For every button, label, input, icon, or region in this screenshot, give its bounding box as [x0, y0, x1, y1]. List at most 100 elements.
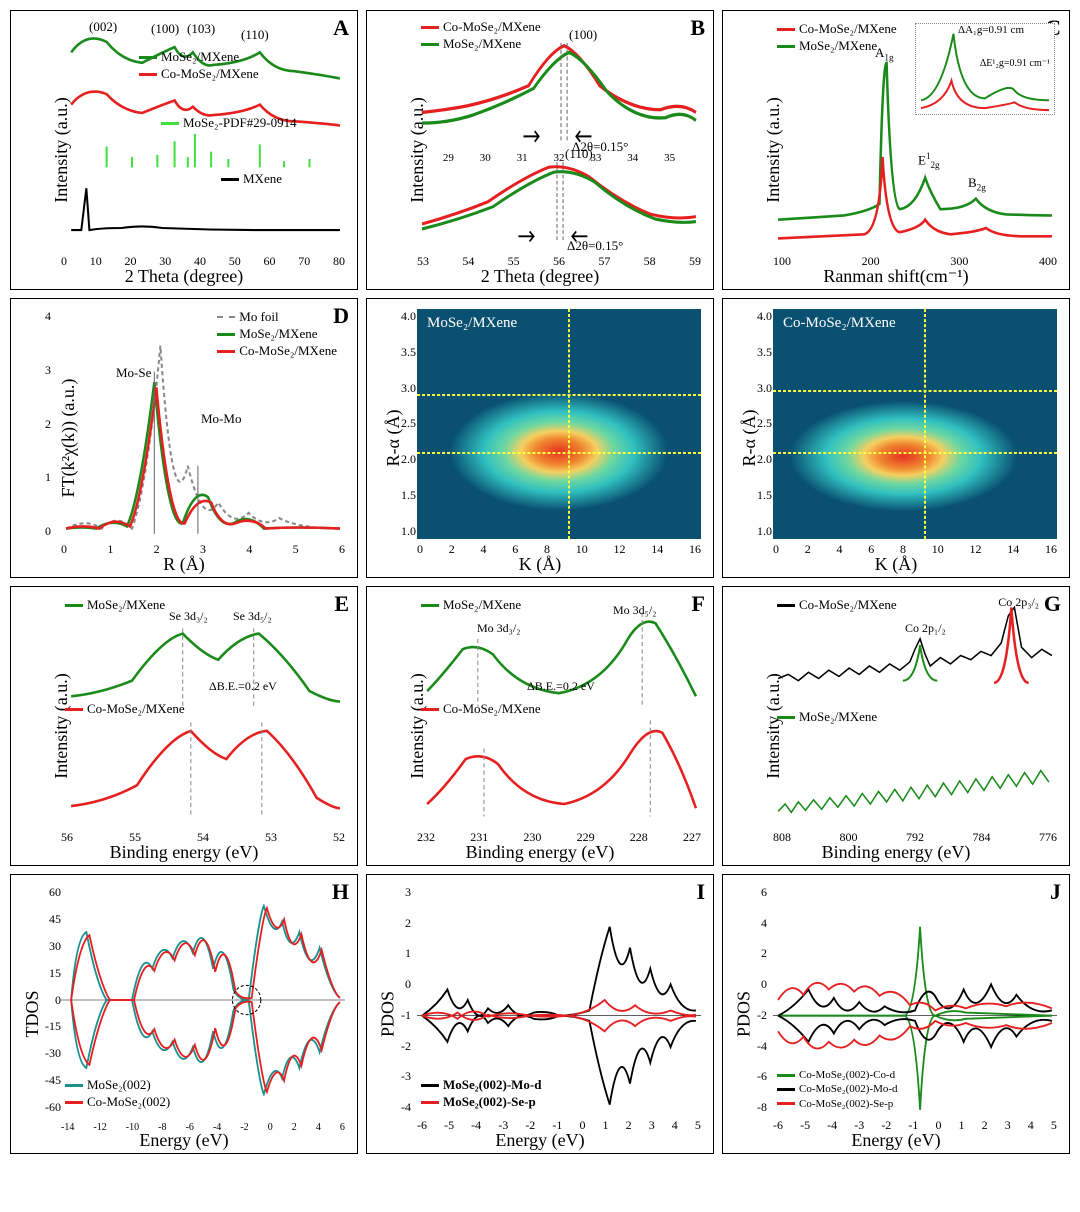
legend-E-top: MoSe₂/MXene	[65, 597, 165, 614]
ticks-y-D2: 1.01.52.02.53.03.54.0	[757, 309, 772, 539]
plot-D2: Co-MoSe₂/MXene	[773, 309, 1057, 539]
ylabel-H: TDOS	[22, 990, 43, 1037]
ticks-y-I: -4-3-2-10123	[401, 885, 411, 1115]
ticks-x-C: 100200300400	[773, 254, 1057, 269]
plot-I: MoSe₂(002)-Mo-d MoSe₂(002)-Se-p	[417, 885, 701, 1115]
legend-A: MoSe₂/MXene Co-MoSe₂/MXene	[139, 49, 259, 83]
ticks-x-A: 01020304050607080	[61, 254, 345, 269]
ann-MoMo: Mo-Mo	[201, 411, 241, 427]
ticks-x-D1: 0246810121416	[417, 542, 701, 557]
xlabel-D: R (Å)	[163, 554, 205, 575]
ticks-x-F: 232231230229228227	[417, 830, 701, 845]
ann-MoSe: Mo-Se	[116, 365, 151, 381]
legend-B: Co-MoSe₂/MXene MoSe₂/MXene	[421, 19, 541, 53]
plot-E: MoSe₂/MXene Se 3d₃/₂ Se 3d₅/₂ ΔB.E.=0.2 …	[61, 597, 345, 827]
panel-J: J PDOS Energy (eV) Co-MoSe₂(002)-Co-d Co…	[722, 874, 1070, 1154]
legend-I-0: MoSe₂(002)-Mo-d	[443, 1077, 541, 1094]
peak-100: (100)	[151, 21, 179, 37]
ticks-x-B: 53545556575859	[417, 254, 701, 269]
peak-F-1: Mo 3d₃/₂	[477, 621, 520, 636]
legend-A-0: MoSe₂/MXene	[161, 49, 239, 66]
ylabel-J: PDOS	[734, 991, 755, 1037]
peak-B-top: (100)	[569, 27, 597, 43]
peak-110: (110)	[241, 27, 269, 43]
panel-C: C Intensity (a.u.) Ranman shift(cm⁻¹) A1…	[722, 10, 1070, 290]
inset-d1: ΔA₁g=0.91 cm	[958, 24, 1024, 36]
delta-E: ΔB.E.=0.2 eV	[209, 679, 277, 694]
xlabel-J: Energy (eV)	[851, 1130, 940, 1151]
cross-v-D1	[568, 309, 570, 539]
panel-D: D FT(k²χ(k)) (a.u.) R (Å) Mo-Se Mo-Mo Mo…	[10, 298, 358, 578]
legend-C-0: Co-MoSe₂/MXene	[799, 21, 897, 38]
ticks-y-J: -8-6-4-20246	[757, 885, 767, 1115]
xlabel-B: 2 Theta (degree)	[481, 266, 600, 287]
peak-103: (103)	[187, 21, 215, 37]
ticks-y-H: -60-45-30-15015304560	[45, 885, 61, 1115]
legend-B-0: Co-MoSe₂/MXene	[443, 19, 541, 36]
inset-d2: ΔE¹₂g=0.91 cm⁻¹	[980, 58, 1050, 69]
ticks-x-G: 808800792784776	[773, 830, 1057, 845]
heatmap-D2	[773, 309, 1057, 539]
panel-D2: D2 R-α (Å) K (Å) Co-MoSe₂/MXene 02468101…	[722, 298, 1070, 578]
heatmap-D1	[417, 309, 701, 539]
peak-E-1: Se 3d₃/₂	[169, 609, 208, 624]
peak-B-bottom: (110)	[565, 146, 593, 162]
delta-F: ΔB.E.=0.2 eV	[527, 679, 595, 694]
lbl-E-bot: Co-MoSe₂/MXene	[87, 701, 185, 718]
peak-E-2: Se 3d₅/₂	[233, 609, 272, 624]
ticks-x-J: -6-5-4-3-2-1012345	[773, 1118, 1057, 1133]
legend-C: Co-MoSe₂/MXene MoSe₂/MXene	[777, 21, 897, 55]
peak-G-2: Co 2p₃/₂	[998, 595, 1039, 610]
legend-H: MoSe₂(002) Co-MoSe₂(002)	[65, 1077, 170, 1111]
legend-G-bot: MoSe₂/MXene	[777, 709, 877, 726]
xlabel-C: Ranman shift(cm⁻¹)	[823, 266, 968, 287]
panel-H: H TDOS Energy (eV) MoSe₂(002) Co-MoSe₂(0…	[10, 874, 358, 1154]
ticks-x-I: -6-5-4-3-2-1012345	[417, 1118, 701, 1133]
peak-E2g: E12g	[918, 151, 940, 170]
legend-D-1: MoSe₂/MXene	[239, 326, 317, 343]
lbl-F-bot: Co-MoSe₂/MXene	[443, 701, 541, 718]
peak-F-2: Mo 3d₅/₂	[613, 603, 656, 618]
plot-B-top: Co-MoSe₂/MXene MoSe₂/MXene (100) Δ2θ=0.1…	[417, 19, 701, 152]
panel-I: I PDOS Energy (eV) MoSe₂(002)-Mo-d MoSe₂…	[366, 874, 714, 1154]
legend-J-1: Co-MoSe₂(002)-Mo-d	[799, 1082, 898, 1096]
cross-v-D2	[924, 309, 926, 539]
peak-B2g: B2g	[968, 175, 986, 193]
cross-h1-D1	[417, 452, 701, 454]
panel-G: G Intensity (a.u.) Binding energy (eV) C…	[722, 586, 1070, 866]
xlabel-I: Energy (eV)	[495, 1130, 584, 1151]
legend-J: Co-MoSe₂(002)-Co-d Co-MoSe₂(002)-Mo-d Co…	[777, 1068, 898, 1111]
plot-C: A1g E12g B2g Co-MoSe₂/MXene MoSe₂/MXene …	[773, 21, 1057, 251]
legend-A-pdf: MoSe₂-PDF#29-0914	[161, 115, 297, 132]
title-D1: MoSe₂/MXene	[427, 315, 517, 332]
legend-H-1: Co-MoSe₂(002)	[87, 1094, 170, 1111]
legend-H-0: MoSe₂(002)	[87, 1077, 151, 1094]
plot-F: MoSe₂/MXene Mo 3d₃/₂ Mo 3d₅/₂ ΔB.E.=0.2 …	[417, 597, 701, 827]
ylabel-I: PDOS	[378, 991, 399, 1037]
lbl-G-bot: MoSe₂/MXene	[799, 709, 877, 726]
legend-F-bot: Co-MoSe₂/MXene	[421, 701, 541, 718]
legend-D-2: Co-MoSe₂/MXene	[239, 343, 337, 360]
lbl-G-top: Co-MoSe₂/MXene	[799, 597, 897, 614]
cross-h1-D2	[773, 452, 1057, 454]
panel-E: E Intensity (a.u.) Binding energy (eV) M…	[10, 586, 358, 866]
inset-C: ΔA₁g=0.91 cm ΔE¹₂g=0.91 cm⁻¹	[915, 23, 1055, 115]
plot-J: Co-MoSe₂(002)-Co-d Co-MoSe₂(002)-Mo-d Co…	[773, 885, 1057, 1115]
legend-J-0: Co-MoSe₂(002)-Co-d	[799, 1068, 895, 1082]
legend-J-2: Co-MoSe₂(002)-Se-p	[799, 1097, 893, 1111]
plot-B-bottom: (110) Δ2θ=0.15°	[417, 140, 701, 251]
ticks-y-D: 01234	[45, 309, 51, 539]
xlabel-H: Energy (eV)	[139, 1130, 228, 1151]
plot-A: (002) (100) (103) (110) MoSe₂/MXene Co-M…	[61, 21, 345, 251]
peak-G-1: Co 2p₁/₂	[905, 621, 946, 636]
xlabel-A: 2 Theta (degree)	[125, 266, 244, 287]
title-D2: Co-MoSe₂/MXene	[783, 315, 896, 332]
peak-002: (002)	[89, 19, 117, 35]
cross-h2-D2	[773, 390, 1057, 392]
legend-A-1: Co-MoSe₂/MXene	[161, 66, 259, 83]
legend-I-1: MoSe₂(002)-Se-p	[443, 1094, 536, 1111]
legend-E-bot: Co-MoSe₂/MXene	[65, 701, 185, 718]
lbl-F-top: MoSe₂/MXene	[443, 597, 521, 614]
xlabel-G: Binding energy (eV)	[822, 842, 971, 863]
legend-A-2: MoSe₂-PDF#29-0914	[183, 115, 297, 132]
